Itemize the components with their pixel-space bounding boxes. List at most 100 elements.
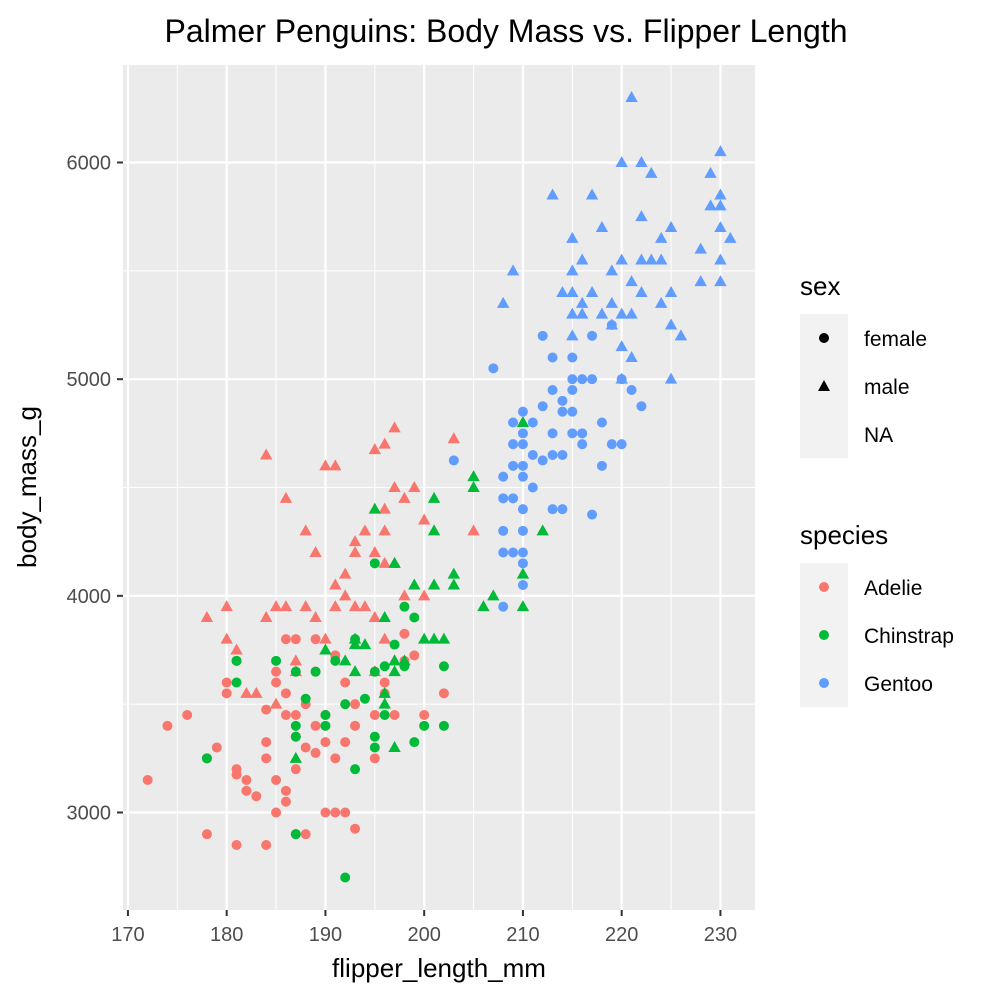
gentoo-male-point (546, 188, 559, 200)
adelie-female-point (330, 807, 341, 818)
gentoo-female-point (547, 504, 558, 515)
chinstrap-male-point (378, 697, 391, 709)
gentoo-female-point (616, 439, 627, 450)
legend-sex: sex female male NA (800, 271, 927, 458)
gentoo-female-point (587, 374, 598, 385)
chinstrap-male-point (427, 524, 441, 536)
adelie-female-point (211, 742, 222, 753)
legend-species-label-adelie: Adelie (864, 577, 922, 600)
adelie-female-point (201, 829, 212, 840)
y-tick-label: 5000 (67, 369, 112, 391)
adelie-male-point (338, 589, 352, 601)
chinstrap-male-point (408, 578, 421, 590)
chinstrap-male-point (398, 654, 411, 666)
chinstrap-female-point (320, 710, 331, 720)
gentoo-male-point (605, 296, 619, 308)
adelie-female-point (438, 688, 449, 699)
x-tick-label: 200 (408, 924, 441, 946)
chinstrap-female-point (290, 666, 301, 677)
adelie-male-point (417, 513, 431, 525)
gentoo-male-point (704, 199, 717, 211)
adelie-male-point (447, 432, 461, 444)
gentoo-male-point (714, 275, 727, 287)
chinstrap-male-point (388, 654, 401, 666)
gentoo-female-point (557, 395, 568, 406)
chinstrap-female-point (231, 655, 242, 666)
chinstrap-female-point (310, 666, 321, 677)
adelie-female-point (340, 737, 351, 748)
adelie-male-point (398, 589, 411, 601)
adelie-male-point (299, 524, 312, 536)
adelie-female-point (241, 775, 252, 785)
chinstrap-female-point (389, 639, 400, 650)
gentoo-female-point (587, 509, 598, 520)
gentoo-female-point (517, 525, 528, 536)
adelie-female-point (419, 710, 430, 720)
gentoo-male-point (595, 221, 609, 232)
gentoo-female-point (517, 558, 528, 569)
adelie-female-point (350, 720, 361, 731)
gentoo-female-point (547, 385, 558, 395)
chinstrap-female-point (290, 731, 301, 742)
gentoo-female-point (498, 547, 509, 558)
gentoo-male-point (615, 307, 628, 319)
chinstrap-female-point (409, 737, 420, 748)
gentoo-female-point (587, 330, 598, 341)
adelie-male-point (358, 524, 372, 536)
legend-species-label-chinstrap: Chinstrap (864, 625, 954, 648)
gentoo-male-point (615, 340, 628, 352)
adelie-male-point (329, 600, 342, 612)
gentoo-male-point (585, 286, 599, 297)
gentoo-female-point (567, 374, 578, 385)
gentoo-male-point (625, 275, 638, 287)
gentoo-female-point (547, 450, 558, 460)
gentoo-female-point (557, 406, 568, 417)
gentoo-female-point (527, 482, 538, 493)
chinstrap-male-point (378, 611, 391, 622)
adelie-female-point (251, 791, 262, 802)
gentoo-female-point (557, 450, 568, 460)
gentoo-male-point (635, 253, 648, 265)
adelie-female-point (340, 807, 351, 818)
gentoo-male-point (704, 166, 717, 178)
gentoo-male-point (556, 286, 569, 297)
gentoo-female-point (517, 428, 528, 439)
adelie-female-point (350, 699, 361, 710)
gentoo-female-point (577, 439, 588, 450)
adelie-male-point (348, 546, 362, 557)
adelie-male-point (348, 600, 362, 612)
gentoo-male-point (664, 318, 678, 330)
gentoo-female-point (517, 547, 528, 558)
chinstrap-female-point (438, 661, 449, 672)
chinstrap-male-point (388, 556, 401, 568)
y-tick-label: 3000 (67, 803, 112, 825)
gentoo-female-point (498, 601, 509, 612)
gentoo-male-point (635, 286, 648, 297)
data-points (142, 91, 737, 883)
gentoo-male-point (635, 156, 648, 167)
gentoo-male-point (724, 231, 737, 243)
adelie-female-point (182, 710, 193, 720)
adelie-male-point (398, 491, 411, 503)
adelie-male-point (279, 491, 293, 503)
legend-sex-title: sex (800, 271, 840, 301)
adelie-male-point (338, 567, 352, 579)
gentoo-female-point (527, 417, 538, 428)
adelie-male-point (378, 502, 391, 514)
adelie-female-point (290, 764, 301, 775)
chinstrap-female-point (320, 720, 331, 731)
adelie-male-point (289, 654, 303, 666)
gentoo-female-point (508, 460, 519, 471)
adelie-male-point (408, 481, 421, 492)
chinstrap-female-point (359, 693, 370, 704)
gentoo-male-point (566, 231, 579, 243)
legend-species-label-gentoo: Gentoo (864, 673, 933, 696)
chinstrap-female-point (369, 666, 380, 677)
chinstrap-male-point (427, 578, 441, 590)
legend-sex-label-male: male (864, 376, 910, 399)
chinstrap-male-point (467, 481, 480, 492)
adelie-female-point (340, 677, 351, 688)
y-axis-ticks: 3000 4000 5000 6000 (67, 153, 123, 825)
chinstrap-female-point (290, 829, 301, 840)
adelie-male-point (329, 578, 342, 590)
